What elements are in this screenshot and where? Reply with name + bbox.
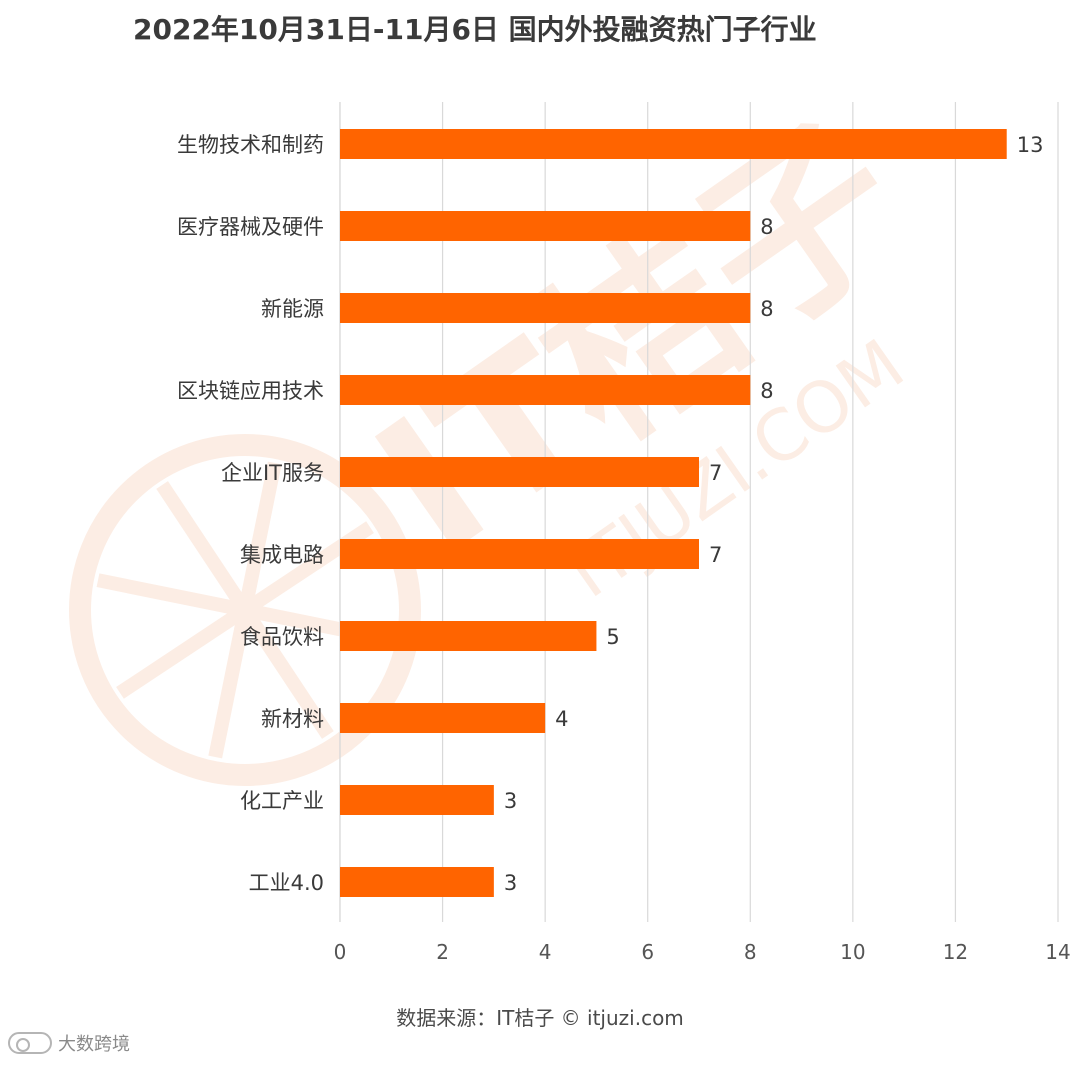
bar [340, 539, 699, 569]
watermark-segment [208, 608, 252, 759]
category-label: 新材料 [261, 707, 324, 731]
x-tick-label: 12 [943, 940, 968, 964]
chart-title: 2022年10月31日-11月6日 国内外投融资热门子行业 [133, 13, 817, 46]
x-tick-label: 8 [744, 940, 757, 964]
x-tick-label: 2 [436, 940, 449, 964]
category-label: 企业IT服务 [221, 461, 324, 485]
data-label: 13 [1017, 133, 1044, 157]
data-label: 3 [504, 789, 517, 813]
x-tick-label: 4 [539, 940, 552, 964]
watermark-orange-icon [69, 434, 421, 786]
category-label: 新能源 [261, 297, 324, 321]
bar [340, 211, 751, 241]
watermark-segment [96, 573, 247, 617]
bar [340, 703, 546, 733]
x-tick-label: 6 [641, 940, 654, 964]
watermark-segment [116, 604, 249, 699]
category-label: 集成电路 [240, 543, 324, 567]
label-layer: 生物技术和制药 13 医疗器械及硬件 8 新能源 8 区块链应用技术 8 企业IT服务 7 集成电路… [177, 133, 1043, 895]
corner-logo-text: 大数跨境 [58, 1034, 130, 1055]
category-label: 医疗器械及硬件 [177, 215, 324, 239]
category-label: 生物技术和制药 [177, 133, 324, 157]
bar [340, 293, 751, 323]
data-label: 5 [606, 625, 619, 649]
corner-logo-icon [8, 1032, 52, 1054]
data-label: 3 [504, 871, 517, 895]
bar [340, 621, 597, 651]
bar [340, 375, 751, 405]
data-label: 7 [709, 543, 722, 567]
watermark-segment [156, 481, 251, 614]
data-label: 8 [760, 379, 773, 403]
watermark-segment [238, 461, 282, 612]
watermark-segment [239, 606, 334, 739]
x-tick-label: 14 [1045, 940, 1070, 964]
corner-logo: 大数跨境 [8, 1030, 130, 1056]
bar-layer [340, 129, 1007, 897]
bar [340, 785, 494, 815]
data-label: 7 [709, 461, 722, 485]
source-note: 数据来源：IT桔子 © itjuzi.com [396, 1006, 684, 1030]
category-label: 化工产业 [240, 789, 324, 813]
x-tick-label: 0 [334, 940, 347, 964]
bar [340, 867, 494, 897]
data-label: 4 [555, 707, 568, 731]
data-label: 8 [760, 297, 773, 321]
x-tick-label: 10 [840, 940, 865, 964]
bar [340, 129, 1007, 159]
bar [340, 457, 699, 487]
data-label: 8 [760, 215, 773, 239]
category-label: 食品饮料 [240, 625, 324, 649]
category-label: 工业4.0 [249, 871, 324, 895]
category-label: 区块链应用技术 [177, 379, 324, 403]
